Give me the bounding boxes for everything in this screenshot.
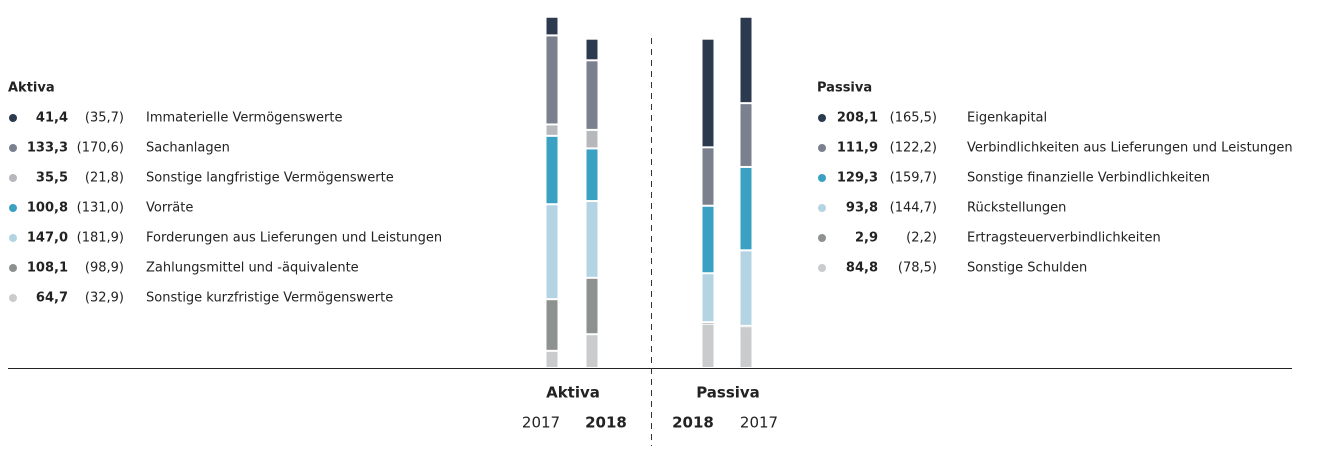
legend-prior-value: (32,9) bbox=[85, 291, 124, 306]
legend-dot bbox=[818, 114, 826, 122]
legend-label: Sonstige langfristige Vermögenswerte bbox=[146, 171, 394, 186]
legend-dot bbox=[818, 174, 826, 182]
bar-segment bbox=[546, 136, 558, 204]
legend-dot bbox=[818, 234, 826, 242]
year-label: 2017 bbox=[740, 414, 778, 432]
legend-title: Aktiva bbox=[8, 81, 55, 96]
year-label: 2018 bbox=[672, 414, 714, 432]
legend-prior-value: (122,2) bbox=[890, 141, 937, 156]
bar-segment bbox=[546, 351, 558, 367]
bar-segment bbox=[586, 278, 598, 334]
legend-label: Sonstige finanzielle Verbindlichkeiten bbox=[967, 171, 1210, 186]
legend-dot bbox=[9, 114, 17, 122]
legend-label: Eigenkapital bbox=[967, 111, 1047, 126]
group-label: Aktiva bbox=[546, 384, 600, 402]
legend-value: 100,8 bbox=[27, 201, 68, 216]
legend-value: 64,7 bbox=[36, 291, 68, 306]
group-label: Passiva bbox=[696, 384, 760, 402]
legend-dot bbox=[818, 204, 826, 212]
legend-label: Vorräte bbox=[146, 201, 193, 216]
bar-segment bbox=[586, 130, 598, 148]
legend-prior-value: (98,9) bbox=[85, 261, 124, 276]
legend-value: 84,8 bbox=[846, 261, 878, 276]
legend-value: 129,3 bbox=[837, 171, 878, 186]
legend-prior-value: (159,7) bbox=[890, 171, 937, 186]
legend-value: 133,3 bbox=[27, 141, 68, 156]
bar-segment bbox=[740, 167, 752, 250]
legend-dot bbox=[9, 204, 17, 212]
legend-prior-value: (21,8) bbox=[85, 171, 124, 186]
legend-value: 147,0 bbox=[27, 231, 68, 246]
legend-prior-value: (131,0) bbox=[77, 201, 124, 216]
bar-segment bbox=[546, 17, 558, 35]
bar-segment bbox=[586, 202, 598, 277]
legend-label: Verbindlichkeiten aus Lieferungen und Le… bbox=[967, 141, 1293, 156]
legend-label: Immaterielle Vermögenswerte bbox=[146, 111, 342, 126]
bar-segment bbox=[586, 39, 598, 60]
legend-prior-value: (78,5) bbox=[898, 261, 937, 276]
bar-segment bbox=[740, 17, 752, 103]
legend-prior-value: (35,7) bbox=[85, 111, 124, 126]
legend-dot bbox=[9, 234, 17, 242]
bar-segment bbox=[702, 206, 714, 273]
legend-value: 93,8 bbox=[846, 201, 878, 216]
bar-segment bbox=[546, 36, 558, 124]
legend-dot bbox=[9, 144, 17, 152]
bar-segment bbox=[740, 104, 752, 166]
legend-value: 208,1 bbox=[837, 111, 878, 126]
legend-dot bbox=[818, 264, 826, 272]
legend-label: Rückstellungen bbox=[967, 201, 1066, 216]
legend-prior-value: (170,6) bbox=[77, 141, 124, 156]
legend-title: Passiva bbox=[817, 81, 872, 96]
legend-prior-value: (165,5) bbox=[890, 111, 937, 126]
bar-segment bbox=[702, 324, 714, 367]
legend-label: Sachanlagen bbox=[146, 141, 230, 156]
bar-segment bbox=[702, 148, 714, 205]
legend-prior-value: (144,7) bbox=[890, 201, 937, 216]
bar-segment bbox=[546, 205, 558, 299]
year-label: 2018 bbox=[585, 414, 627, 432]
year-label: 2017 bbox=[522, 414, 560, 432]
legend-dot bbox=[9, 294, 17, 302]
bar-segment bbox=[740, 251, 752, 325]
bar-segment bbox=[586, 61, 598, 129]
legend-label: Sonstige kurzfristige Vermögenswerte bbox=[146, 291, 393, 306]
bar-segment bbox=[586, 335, 598, 367]
bar-segment bbox=[702, 323, 714, 324]
bar-segment bbox=[702, 274, 714, 322]
legend-value: 108,1 bbox=[27, 261, 68, 276]
bar-segment bbox=[702, 39, 714, 147]
bar-segment bbox=[740, 328, 752, 367]
legend-value: 41,4 bbox=[36, 111, 68, 126]
legend-dot bbox=[9, 174, 17, 182]
legend-prior-value: (181,9) bbox=[77, 231, 124, 246]
legend-label: Zahlungsmittel und -äquivalente bbox=[146, 261, 359, 276]
bar-segment bbox=[546, 125, 558, 135]
legend-value: 2,9 bbox=[855, 231, 878, 246]
legend-label: Ertragsteuerverbindlichkeiten bbox=[967, 231, 1161, 246]
legend-prior-value: (2,2) bbox=[906, 231, 937, 246]
bar-segment bbox=[546, 300, 558, 350]
legend-label: Sonstige Schulden bbox=[967, 261, 1087, 276]
legend-dot bbox=[9, 264, 17, 272]
legend-value: 111,9 bbox=[837, 141, 878, 156]
legend-dot bbox=[818, 144, 826, 152]
bar-segment bbox=[740, 326, 752, 328]
legend-label: Forderungen aus Lieferungen und Leistung… bbox=[146, 231, 442, 246]
legend-value: 35,5 bbox=[36, 171, 68, 186]
bar-segment bbox=[586, 149, 598, 201]
